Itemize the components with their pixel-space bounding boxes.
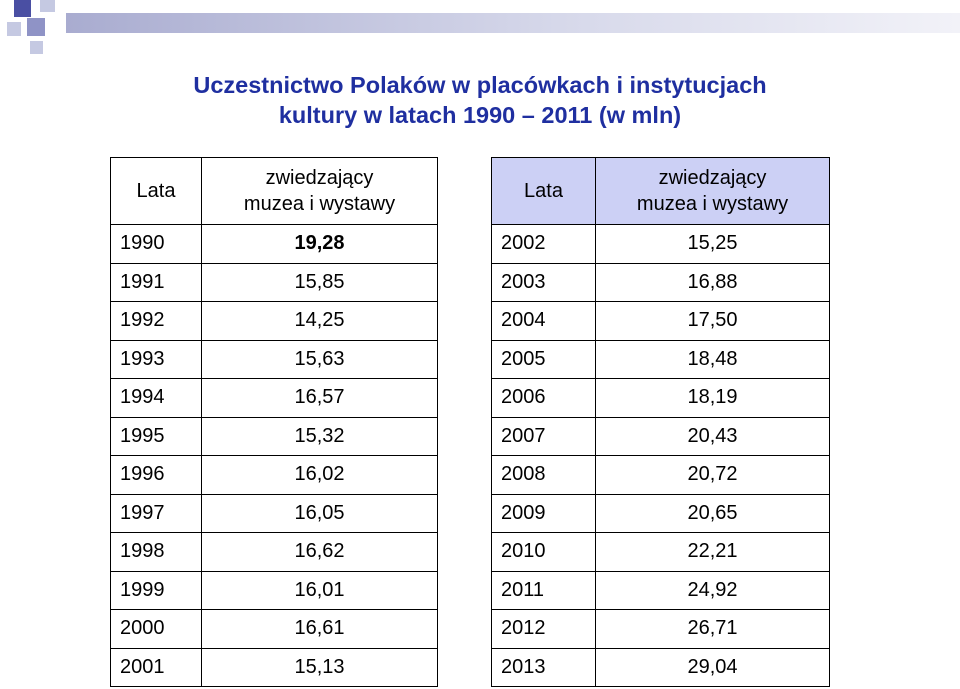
value-cell: 29,04: [595, 647, 830, 687]
table-header-row: Lata zwiedzający muzea i wystawy: [491, 157, 830, 225]
year-cell: 2008: [491, 455, 596, 495]
year-cell: 2002: [491, 224, 596, 264]
table-row: 1993 15,63: [110, 339, 438, 379]
value-cell: 17,50: [595, 301, 830, 341]
table-row: 2001 15,13: [110, 647, 438, 687]
table-row: 2000 16,61: [110, 609, 438, 649]
year-cell: 2001: [110, 647, 202, 687]
table-row: 2003 16,88: [491, 262, 830, 302]
header-gradient-bar: [66, 13, 960, 33]
year-cell: 1991: [110, 262, 202, 302]
left-data-table: Lata zwiedzający muzea i wystawy 1990 19,…: [110, 157, 438, 687]
header-visitors-line-2: muzea i wystawy: [243, 193, 396, 215]
table-row: 2006 18,19: [491, 378, 830, 418]
value-cell: 18,48: [595, 339, 830, 379]
right-data-table: Lata zwiedzający muzea i wystawy 2002 15,…: [491, 157, 830, 687]
year-cell: 2000: [110, 609, 202, 649]
slide-title: Uczestnictwo Polaków w placówkach i inst…: [100, 70, 860, 130]
value-cell: 20,65: [595, 493, 830, 533]
value-cell: 16,62: [201, 532, 438, 572]
table-row: 2004 17,50: [491, 301, 830, 341]
slide-title-line-2: kultury w latach 1990 – 2011 (w mln): [278, 102, 682, 128]
table-row: 1998 16,62: [110, 532, 438, 572]
value-cell: 16,57: [201, 378, 438, 418]
table-row: 2005 18,48: [491, 339, 830, 379]
header-visitors: zwiedzający muzea i wystawy: [201, 157, 438, 225]
year-cell: 1998: [110, 532, 202, 572]
decorative-square: [27, 18, 45, 36]
year-cell: 1997: [110, 493, 202, 533]
year-cell: 2007: [491, 416, 596, 456]
year-cell: 2009: [491, 493, 596, 533]
header-visitors-line-1: zwiedzający: [658, 167, 767, 189]
table-row: 1990 19,28: [110, 224, 438, 264]
decorative-square: [14, 0, 31, 17]
year-cell: 2012: [491, 609, 596, 649]
year-cell: 2004: [491, 301, 596, 341]
value-cell: 26,71: [595, 609, 830, 649]
year-cell: 2011: [491, 570, 596, 610]
value-cell: 15,85: [201, 262, 438, 302]
table-row: 2008 20,72: [491, 455, 830, 495]
slide-title-line-1: Uczestnictwo Polaków w placówkach i inst…: [193, 72, 767, 98]
year-cell: 1999: [110, 570, 202, 610]
table-row: 1994 16,57: [110, 378, 438, 418]
value-cell: 18,19: [595, 378, 830, 418]
year-cell: 2010: [491, 532, 596, 572]
year-cell: 1996: [110, 455, 202, 495]
table-row: 1997 16,05: [110, 493, 438, 533]
year-cell: 1992: [110, 301, 202, 341]
year-cell: 1993: [110, 339, 202, 379]
value-cell: 15,13: [201, 647, 438, 687]
table-header-row: Lata zwiedzający muzea i wystawy: [110, 157, 438, 225]
table-row: 1996 16,02: [110, 455, 438, 495]
decorative-square: [7, 22, 21, 36]
value-cell: 15,25: [595, 224, 830, 264]
year-cell: 2006: [491, 378, 596, 418]
decorative-square: [40, 0, 55, 12]
value-cell: 16,05: [201, 493, 438, 533]
table-row: 1992 14,25: [110, 301, 438, 341]
year-cell: 2013: [491, 647, 596, 687]
table-row: 2009 20,65: [491, 493, 830, 533]
table-row: 1991 15,85: [110, 262, 438, 302]
table-row: 2011 24,92: [491, 570, 830, 610]
value-cell: 16,88: [595, 262, 830, 302]
table-row: 1995 15,32: [110, 416, 438, 456]
table-row: 2002 15,25: [491, 224, 830, 264]
table-row: 2010 22,21: [491, 532, 830, 572]
value-cell: 16,02: [201, 455, 438, 495]
table-row: 1999 16,01: [110, 570, 438, 610]
value-cell: 16,61: [201, 609, 438, 649]
table-row: 2012 26,71: [491, 609, 830, 649]
header-year: Lata: [491, 157, 596, 225]
decorative-square: [30, 41, 43, 54]
table-row: 2007 20,43: [491, 416, 830, 456]
header-visitors-line-2: muzea i wystawy: [636, 193, 789, 215]
header-visitors: zwiedzający muzea i wystawy: [595, 157, 830, 225]
value-cell: 15,63: [201, 339, 438, 379]
year-cell: 1995: [110, 416, 202, 456]
header-visitors-line-1: zwiedzający: [265, 167, 374, 189]
value-cell: 14,25: [201, 301, 438, 341]
value-cell: 24,92: [595, 570, 830, 610]
year-cell: 2005: [491, 339, 596, 379]
value-cell: 20,72: [595, 455, 830, 495]
value-cell: 19,28: [201, 224, 438, 264]
value-cell: 22,21: [595, 532, 830, 572]
year-cell: 1994: [110, 378, 202, 418]
value-cell: 20,43: [595, 416, 830, 456]
year-cell: 2003: [491, 262, 596, 302]
header-year: Lata: [110, 157, 202, 225]
year-cell: 1990: [110, 224, 202, 264]
value-cell: 16,01: [201, 570, 438, 610]
table-row: 2013 29,04: [491, 647, 830, 687]
value-cell: 15,32: [201, 416, 438, 456]
